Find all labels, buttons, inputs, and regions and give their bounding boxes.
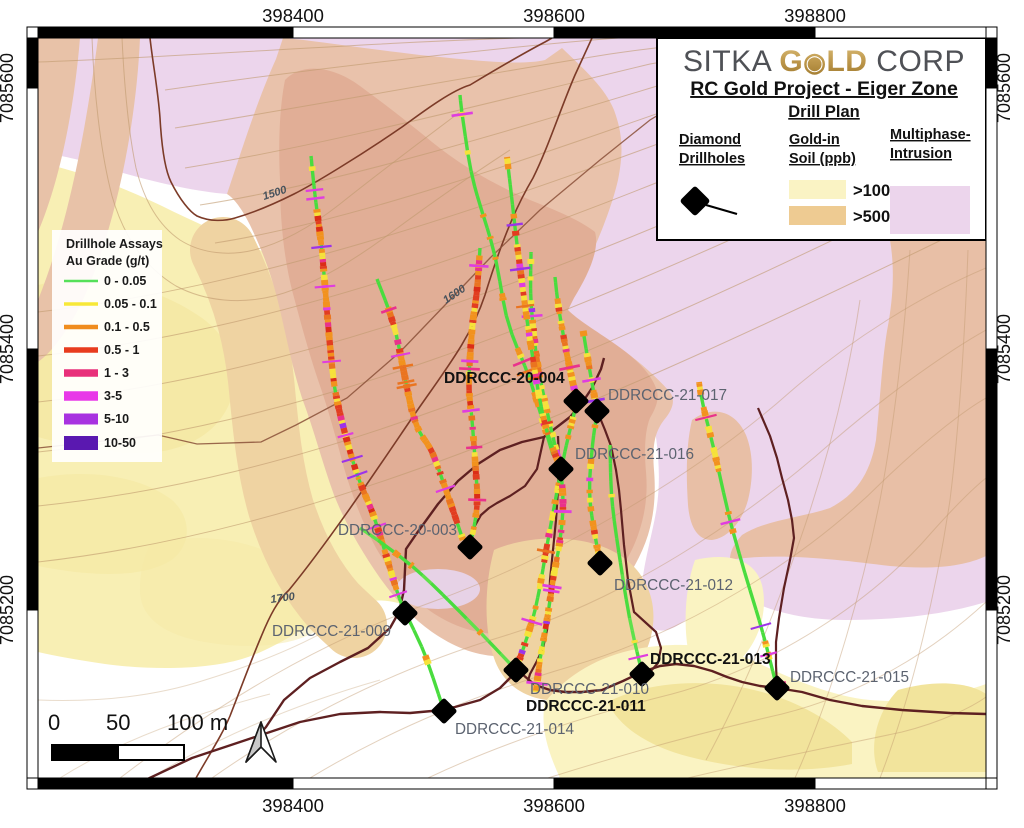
svg-text:Drillhole Assays: Drillhole Assays [66, 237, 163, 251]
svg-text:0.5 - 1: 0.5 - 1 [104, 343, 139, 357]
svg-text:7085200: 7085200 [994, 575, 1014, 645]
svg-text:DDRCCC-21-010: DDRCCC-21-010 [530, 681, 649, 698]
svg-text:5-10: 5-10 [104, 412, 129, 426]
svg-text:DDRCCC-20-004: DDRCCC-20-004 [444, 370, 565, 387]
svg-text:Soil (ppb): Soil (ppb) [789, 151, 856, 167]
svg-text:1 - 3: 1 - 3 [104, 366, 129, 380]
svg-text:398400: 398400 [262, 795, 324, 816]
svg-text:>500: >500 [853, 208, 890, 226]
svg-text:Au Grade (g/t): Au Grade (g/t) [66, 254, 149, 268]
svg-text:10-50: 10-50 [104, 436, 136, 450]
svg-text:Gold-in: Gold-in [789, 132, 840, 148]
svg-text:Drill Plan: Drill Plan [788, 103, 860, 121]
svg-text:Multiphase-: Multiphase- [890, 127, 971, 143]
svg-text:398400: 398400 [262, 5, 324, 26]
svg-text:7085600: 7085600 [994, 53, 1014, 123]
svg-text:50: 50 [106, 710, 130, 735]
svg-text:>100: >100 [853, 182, 890, 200]
svg-text:DDRCCC-21-017: DDRCCC-21-017 [608, 387, 727, 404]
svg-text:7085400: 7085400 [994, 314, 1014, 384]
svg-text:398600: 398600 [523, 5, 585, 26]
svg-text:Drillholes: Drillholes [679, 151, 745, 167]
svg-text:DDRCCC-21-011: DDRCCC-21-011 [526, 698, 646, 715]
svg-text:RC Gold Project - Eiger Zone: RC Gold Project - Eiger Zone [690, 78, 958, 100]
svg-text:0.05 - 0.1: 0.05 - 0.1 [104, 297, 157, 311]
svg-text:0.1 - 0.5: 0.1 - 0.5 [104, 320, 150, 334]
svg-text:7085200: 7085200 [0, 575, 17, 645]
svg-text:DDRCCC-21-013: DDRCCC-21-013 [650, 651, 771, 668]
svg-text:0 - 0.05: 0 - 0.05 [104, 274, 146, 288]
svg-text:7085400: 7085400 [0, 314, 17, 384]
svg-text:0: 0 [48, 710, 60, 735]
svg-text:398600: 398600 [523, 795, 585, 816]
svg-text:3-5: 3-5 [104, 389, 122, 403]
svg-text:Diamond: Diamond [679, 132, 741, 148]
svg-text:DDRCCC-21-012: DDRCCC-21-012 [614, 577, 733, 594]
svg-text:398800: 398800 [784, 5, 846, 26]
svg-text:398800: 398800 [784, 795, 846, 816]
svg-text:Intrusion: Intrusion [890, 146, 952, 162]
svg-text:DDRCCC-21-014: DDRCCC-21-014 [455, 721, 574, 738]
svg-text:SITKA G◉LD CORP: SITKA G◉LD CORP [683, 45, 965, 78]
svg-text:DDRCCC-21-016: DDRCCC-21-016 [575, 446, 694, 463]
svg-text:DDRCCC-20-003: DDRCCC-20-003 [338, 522, 457, 539]
svg-text:7085600: 7085600 [0, 53, 17, 123]
svg-text:100 m: 100 m [167, 710, 228, 735]
svg-text:DDRCCC-21-009: DDRCCC-21-009 [272, 623, 391, 640]
svg-text:DDRCCC-21-015: DDRCCC-21-015 [790, 669, 909, 686]
